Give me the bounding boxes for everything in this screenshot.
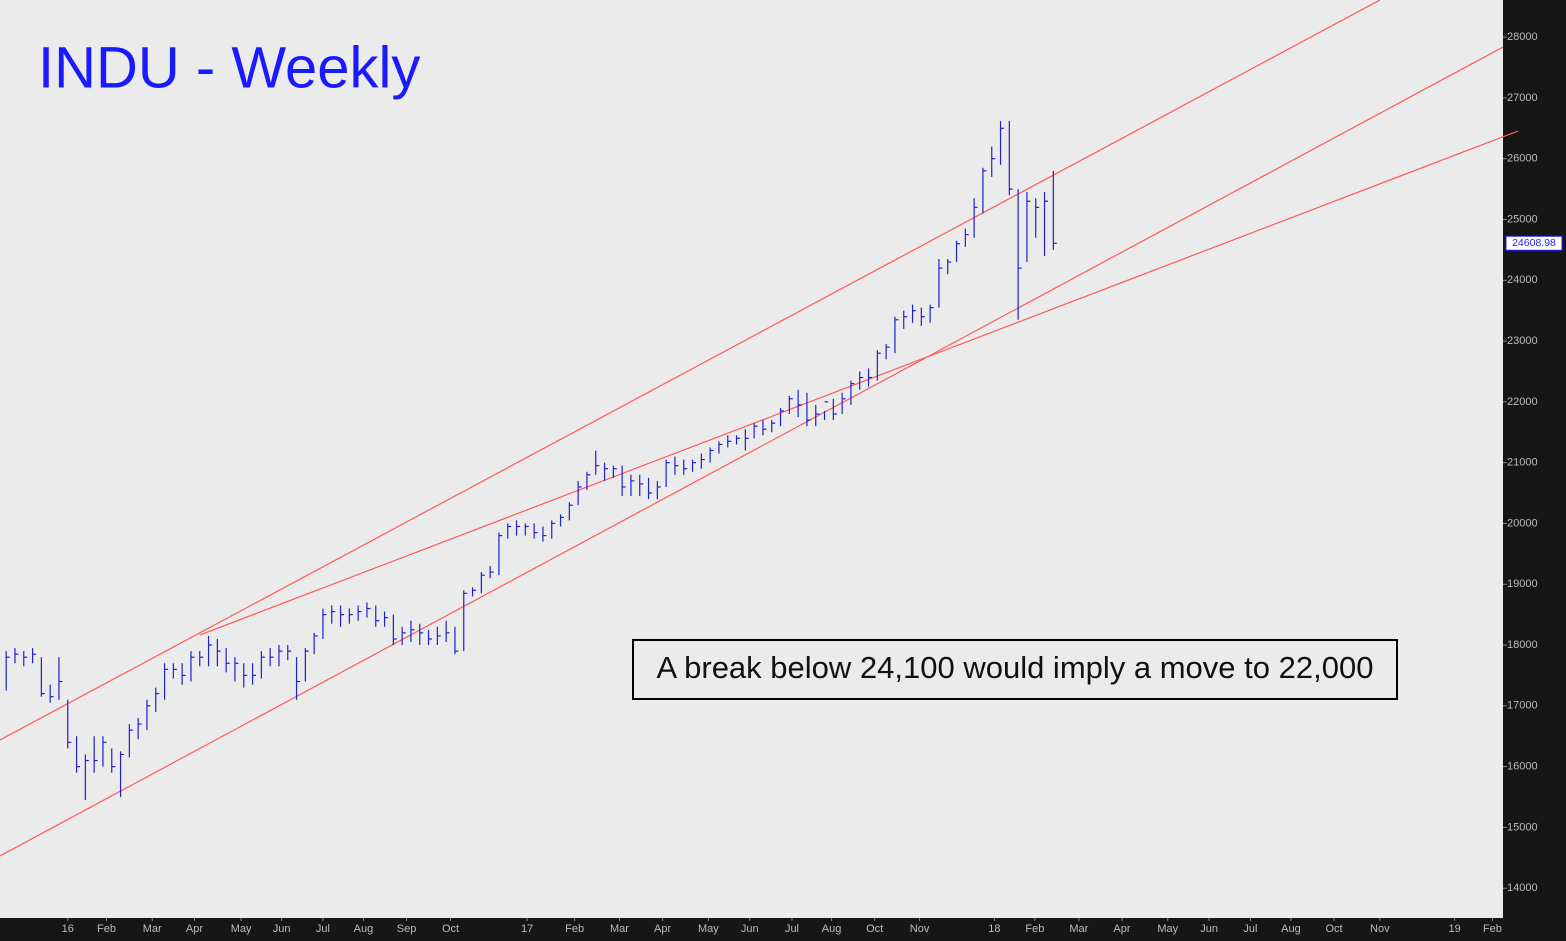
x-tick-label: Apr	[1113, 923, 1130, 935]
x-tick-label: Feb	[565, 923, 584, 935]
x-tick-label: Jul	[316, 923, 330, 935]
x-tick-label: May	[231, 923, 252, 935]
x-tick-label: Jul	[785, 923, 799, 935]
x-tick-label: May	[698, 923, 719, 935]
y-tick-label: 15000	[1507, 821, 1538, 833]
x-tick-label: Oct	[866, 923, 883, 935]
last-price-box	[1505, 235, 1563, 251]
y-axis-panel	[1503, 0, 1566, 941]
x-tick-label: Apr	[186, 923, 203, 935]
x-tick-label: 19	[1448, 923, 1460, 935]
x-tick-label: Feb	[1483, 923, 1502, 935]
trendline	[0, 46, 1504, 857]
y-tick-label: 22000	[1507, 396, 1538, 408]
x-tick-label: Nov	[910, 923, 930, 935]
y-tick-label: 24000	[1507, 274, 1538, 286]
trendline	[0, 0, 1381, 741]
y-tick-label: 19000	[1507, 578, 1538, 590]
y-tick-label: 17000	[1507, 700, 1538, 712]
x-tick-label: Jul	[1243, 923, 1257, 935]
x-tick-label: Jun	[273, 923, 291, 935]
plot-area	[0, 0, 1503, 918]
y-tick-label: 14000	[1507, 882, 1538, 894]
x-tick-label: Aug	[354, 923, 374, 935]
y-tick-label: 23000	[1507, 335, 1538, 347]
x-tick-label: Mar	[610, 923, 629, 935]
x-tick-label: Mar	[143, 923, 162, 935]
x-tick-label: Oct	[442, 923, 459, 935]
x-tick-label: May	[1157, 923, 1178, 935]
y-tick-label: 20000	[1507, 517, 1538, 529]
x-tick-label: Sep	[397, 923, 417, 935]
x-tick-label: Aug	[822, 923, 842, 935]
y-tick-label: 25000	[1507, 213, 1538, 225]
x-tick-label: Mar	[1069, 923, 1088, 935]
x-tick-label: Aug	[1281, 923, 1301, 935]
x-tick-label: 16	[62, 923, 74, 935]
x-tick-label: Feb	[1025, 923, 1044, 935]
annotation: A break below 24,100 would imply a move …	[657, 650, 1374, 685]
y-tick-label: 27000	[1507, 92, 1538, 104]
y-tick-label: 28000	[1507, 31, 1538, 43]
y-tick-label: 18000	[1507, 639, 1538, 651]
x-tick-label: Apr	[654, 923, 671, 935]
x-tick-label: Feb	[97, 923, 116, 935]
marks	[0, 0, 1519, 857]
last-price-label: 24608.98	[1512, 237, 1556, 249]
x-tick-label: 18	[988, 923, 1000, 935]
annotation-box	[632, 639, 1398, 700]
x-tick-label: Oct	[1325, 923, 1342, 935]
x-axis-panel	[0, 918, 1566, 941]
y-tick-label: 21000	[1507, 457, 1538, 469]
x-tick-label: Jun	[1200, 923, 1218, 935]
trendline	[199, 130, 1519, 636]
chart-title: INDU - Weekly	[38, 35, 420, 100]
x-tick-label: Nov	[1370, 923, 1390, 935]
y-tick-label: 26000	[1507, 153, 1538, 165]
x-tick-label: 17	[521, 923, 533, 935]
x-tick-label: Jun	[741, 923, 759, 935]
y-tick-label: 16000	[1507, 761, 1538, 773]
